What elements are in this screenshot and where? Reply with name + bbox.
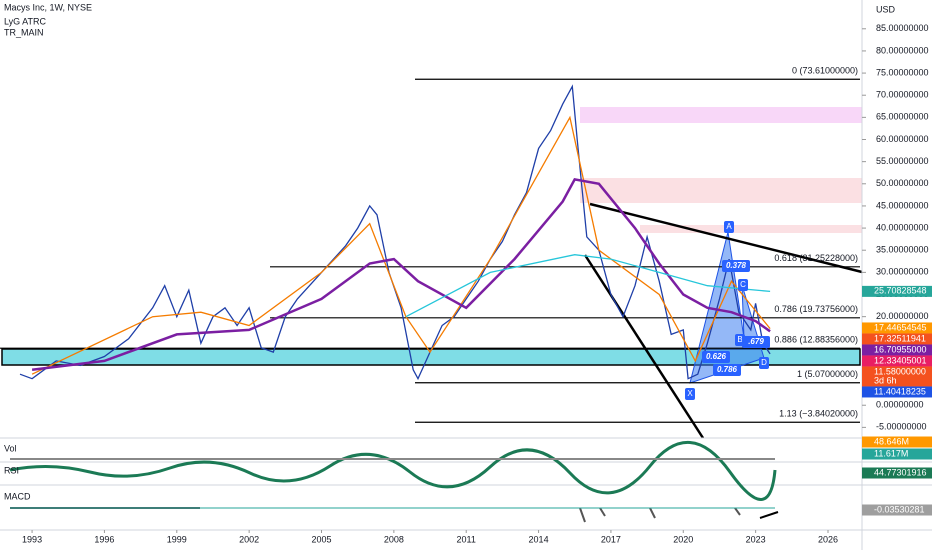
price-tag: [862, 355, 932, 367]
title: Macys Inc, 1W, NYSE: [4, 2, 92, 12]
y-tick-label: 55.00000000: [876, 156, 929, 166]
rsi-line: [9, 440, 777, 501]
y-tick-label: -5.00000000: [876, 422, 927, 432]
panel-tag-label: -0.03530281: [874, 504, 925, 514]
x-tick-label: 1993: [22, 534, 42, 544]
zone: [640, 225, 862, 233]
pattern-ratio-label: .679: [748, 337, 764, 346]
y-tick-label: 50.00000000: [876, 178, 929, 188]
panel-tag: [862, 436, 932, 448]
indicator: LyG ATRC: [4, 16, 47, 26]
series-line: [31, 115, 771, 375]
price-tag-label: 17.32511941: [874, 333, 926, 343]
y-tick-label: 30.00000000: [876, 267, 929, 277]
x-tick-label: 2020: [673, 534, 693, 544]
macd-trend: [759, 511, 779, 519]
price-tag: [862, 322, 932, 334]
y-tick-label: 20.00000000: [876, 311, 929, 321]
y-tick-label: 85.00000000: [876, 23, 929, 33]
x-tick-label: 2023: [746, 534, 766, 544]
pattern-ratio: [722, 260, 750, 272]
pattern-ratio-label: 0.626: [706, 352, 727, 361]
y-tick-label: 75.00000000: [876, 67, 929, 77]
price-tag: [862, 285, 932, 297]
trend-line: [583, 254, 705, 439]
x-tick-label: 2017: [601, 534, 621, 544]
panel-tag: [862, 467, 932, 479]
y-tick-label: 70.00000000: [876, 90, 929, 100]
price-tag: [862, 344, 932, 356]
zone: [580, 178, 862, 203]
panel-name: RSI: [4, 465, 19, 475]
price-tag: [862, 366, 932, 387]
x-tick-label: 2008: [384, 534, 404, 544]
pattern-point-label: X: [687, 389, 693, 398]
pattern-ratio-label: 0.378: [726, 261, 747, 270]
price-tag: [862, 333, 932, 345]
price-tag-label: 11.58000000: [874, 366, 926, 376]
price-tag: [862, 386, 932, 398]
panel-tag-label: 48.646M: [874, 436, 909, 446]
panel-tag-label: 44.77301916: [874, 467, 927, 477]
fib-label: 0.786 (19.73756000): [774, 304, 858, 314]
panel-name: Vol: [4, 443, 17, 453]
panel-tag: [862, 504, 932, 516]
pattern-point-label: A: [726, 222, 732, 231]
panel-tag: [862, 448, 932, 460]
x-tick-label: 2014: [529, 534, 549, 544]
pattern-point: [685, 388, 695, 400]
panel-name: MACD: [4, 491, 31, 501]
y-tick-label: 80.00000000: [876, 45, 929, 55]
y-tick-label: 45.00000000: [876, 200, 929, 210]
pattern-point: [724, 221, 734, 233]
indicator: TR_MAIN: [4, 27, 44, 37]
x-tick-label: 1999: [167, 534, 187, 544]
x-tick-label: 2026: [818, 534, 838, 544]
zone: [580, 107, 862, 123]
pattern-ratio: [713, 364, 741, 376]
currency: USD: [876, 4, 896, 14]
y-tick-label: 35.00000000: [876, 245, 929, 255]
x-tick-label: 1996: [94, 534, 114, 544]
pattern-point: [738, 279, 748, 291]
x-tick-label: 2011: [457, 534, 476, 544]
fib-label: 0.618 (31.25228000): [774, 253, 858, 263]
series-line: [31, 178, 771, 372]
x-tick-label: 2005: [311, 534, 331, 544]
pattern-point-label: C: [740, 280, 746, 289]
pattern-ratio: [702, 351, 730, 363]
fib-label: 1.13 (−3.84020000): [779, 409, 858, 419]
fib-label: 0 (73.61000000): [792, 66, 858, 76]
price-tag-label: 17.44654545: [874, 322, 927, 332]
pattern-ratio-label: 0.786: [717, 365, 738, 374]
x-tick-label: 2002: [239, 534, 259, 544]
trend-line: [589, 202, 863, 274]
pattern-point: [759, 357, 769, 369]
price-tag-sub: 3d 6h: [874, 375, 897, 385]
fib-label: 1 (5.07000000): [797, 369, 858, 379]
pattern-point-label: B: [737, 335, 742, 344]
price-tag-label: 11.40418235: [874, 386, 926, 396]
series-line: [405, 254, 771, 318]
price-tag-label: 12.33405001: [874, 355, 927, 365]
y-tick-label: 0.00000000: [876, 400, 924, 410]
pattern-point-label: D: [761, 358, 767, 367]
y-tick-label: 65.00000000: [876, 112, 929, 122]
y-tick-label: 40.00000000: [876, 222, 929, 232]
y-tick-label: 60.00000000: [876, 134, 929, 144]
fib-label: 0.886 (12.88356000): [774, 335, 858, 345]
panel-tag-label: 11.617M: [874, 448, 908, 458]
pattern-ratio: [742, 336, 770, 348]
price-tag-label: 16.70955000: [874, 344, 927, 354]
price-tag-label: 25.70828548: [874, 286, 927, 296]
